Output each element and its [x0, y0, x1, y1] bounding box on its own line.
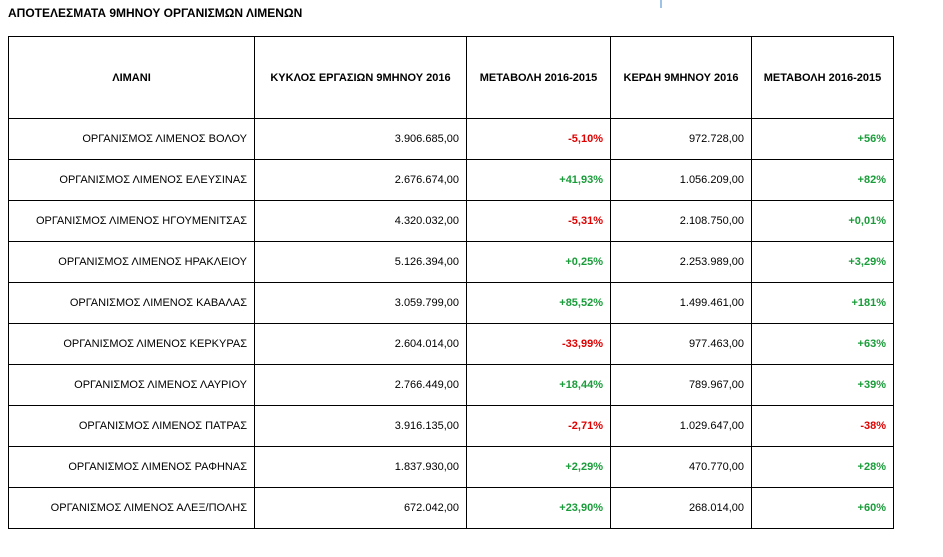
table-cell: +63% — [751, 323, 894, 365]
table-cell: +82% — [751, 159, 894, 201]
table-cell: ΟΡΓΑΝΙΣΜΟΣ ΛΙΜΕΝΟΣ ΚΑΒΑΛΑΣ — [8, 282, 255, 324]
table-cell: ΟΡΓΑΝΙΣΜΟΣ ΛΙΜΕΝΟΣ ΒΟΛΟΥ — [8, 118, 255, 160]
table-cell: -38% — [751, 405, 894, 447]
table-row: ΟΡΓΑΝΙΣΜΟΣ ΛΙΜΕΝΟΣ ΛΑΥΡΙΟΥ 2.766.449,00 +1… — [8, 364, 894, 406]
table-cell: +60% — [751, 487, 894, 529]
table-cell: 4.320.032,00 — [254, 200, 467, 242]
table-cell: ΟΡΓΑΝΙΣΜΟΣ ΛΙΜΕΝΟΣ ΕΛΕΥΣΙΝΑΣ — [8, 159, 255, 201]
table-cell: 977.463,00 — [610, 323, 752, 365]
table-cell: ΟΡΓΑΝΙΣΜΟΣ ΛΙΜΕΝΟΣ ΡΑΦΗΝΑΣ — [8, 446, 255, 488]
table-row: ΟΡΓΑΝΙΣΜΟΣ ΛΙΜΕΝΟΣ ΕΛΕΥΣΙΝΑΣ 2.676.674,00… — [8, 159, 894, 201]
table-cell: -5,31% — [466, 200, 611, 242]
table-row: ΟΡΓΑΝΙΣΜΟΣ ΛΙΜΕΝΟΣ ΚΕΡΚΥΡΑΣ 2.604.014,00-… — [8, 323, 894, 365]
table-row: ΟΡΓΑΝΙΣΜΟΣ ΛΙΜΕΝΟΣ ΡΑΦΗΝΑΣ 1.837.930,00 +2… — [8, 446, 894, 488]
table-cell: +56% — [751, 118, 894, 160]
table-cell: 2.108.750,00 — [610, 200, 752, 242]
table-row: ΟΡΓΑΝΙΣΜΟΣ ΛΙΜΕΝΟΣ ΗΡΑΚΛΕΙΟΥ 5.126.394,00… — [8, 241, 894, 283]
table-cell: 2.766.449,00 — [254, 364, 467, 406]
table-cell: +23,90% — [466, 487, 611, 529]
table-cell: -5,10% — [466, 118, 611, 160]
table-cell: 470.770,00 — [610, 446, 752, 488]
column-header: ΚΕΡΔΗ 9ΜΗΝΟΥ 2016 — [610, 36, 752, 119]
decoration — [660, 0, 662, 8]
table-cell: +28% — [751, 446, 894, 488]
table-row: ΟΡΓΑΝΙΣΜΟΣ ΛΙΜΕΝΟΣ ΚΑΒΑΛΑΣ 3.059.799,00 +8… — [8, 282, 894, 324]
table-cell: 3.059.799,00 — [254, 282, 467, 324]
title: ΑΠΟΤΕΛΕΣΜΑΤΑ 9ΜΗΝΟΥ ΟΡΓΑΝΙΣΜΩΝ ΛΙΜΕΝΩΝ — [8, 6, 303, 20]
table-cell: +85,52% — [466, 282, 611, 324]
table-cell: 2.604.014,00 — [254, 323, 467, 365]
table-cell: +0,01% — [751, 200, 894, 242]
table-cell: 2.676.674,00 — [254, 159, 467, 201]
column-header: ΛΙΜΑΝΙ — [8, 36, 255, 119]
table-cell: +0,25% — [466, 241, 611, 283]
table-row: ΟΡΓΑΝΙΣΜΟΣ ΛΙΜΕΝΟΣ ΗΓΟΥΜΕΝΙΤΣΑΣ 4.320.032… — [8, 200, 894, 242]
table-cell: ΟΡΓΑΝΙΣΜΟΣ ΛΙΜΕΝΟΣ ΗΡΑΚΛΕΙΟΥ — [8, 241, 255, 283]
table-cell: ΟΡΓΑΝΙΣΜΟΣ ΛΙΜΕΝΟΣ ΠΑΤΡΑΣ — [8, 405, 255, 447]
table-cell: +39% — [751, 364, 894, 406]
column-header: ΜΕΤΑΒΟΛΗ 2016-2015 — [466, 36, 611, 119]
column-header: ΜΕΤΑΒΟΛΗ 2016-2015 — [751, 36, 894, 119]
column-header: ΚΥΚΛΟΣ ΕΡΓΑΣΙΩΝ 9ΜΗΝΟΥ 2016 — [254, 36, 467, 119]
table-cell: +3,29% — [751, 241, 894, 283]
table-row: ΟΡΓΑΝΙΣΜΟΣ ΛΙΜΕΝΟΣ ΠΑΤΡΑΣ 3.916.135,00 -2,… — [8, 405, 894, 447]
table-cell: 1.499.461,00 — [610, 282, 752, 324]
table-cell: ΟΡΓΑΝΙΣΜΟΣ ΛΙΜΕΝΟΣ ΗΓΟΥΜΕΝΙΤΣΑΣ — [8, 200, 255, 242]
table-cell: 3.916.135,00 — [254, 405, 467, 447]
table-cell: +181% — [751, 282, 894, 324]
table-cell: +41,93% — [466, 159, 611, 201]
table-body: ΟΡΓΑΝΙΣΜΟΣ ΛΙΜΕΝΟΣ ΒΟΛΟΥ 3.906.685,00 -5,1… — [8, 118, 894, 529]
table-cell: 1.056.209,00 — [610, 159, 752, 201]
table-cell: ΟΡΓΑΝΙΣΜΟΣ ΛΙΜΕΝΟΣ ΚΕΡΚΥΡΑΣ — [8, 323, 255, 365]
table-cell: 972.728,00 — [610, 118, 752, 160]
table-cell: -33,99% — [466, 323, 611, 365]
table-cell: +18,44% — [466, 364, 611, 406]
table-cell: 5.126.394,00 — [254, 241, 467, 283]
table-row: ΟΡΓΑΝΙΣΜΟΣ ΛΙΜΕΝΟΣ ΑΛΕΞ/ΠΟΛΗΣ 672.042,00 +… — [8, 487, 894, 529]
table-cell: 672.042,00 — [254, 487, 467, 529]
table: ΛΙΜΑΝΙ ΚΥΚΛΟΣ ΕΡΓΑΣΙΩΝ 9ΜΗΝΟΥ 2016 ΜΕΤΑΒΟΛ… — [8, 36, 894, 529]
table-cell: 1.029.647,00 — [610, 405, 752, 447]
table-cell: 2.253.989,00 — [610, 241, 752, 283]
table-cell: 3.906.685,00 — [254, 118, 467, 160]
table-cell: 268.014,00 — [610, 487, 752, 529]
table-cell: ΟΡΓΑΝΙΣΜΟΣ ΛΙΜΕΝΟΣ ΛΑΥΡΙΟΥ — [8, 364, 255, 406]
table-cell: ΟΡΓΑΝΙΣΜΟΣ ΛΙΜΕΝΟΣ ΑΛΕΞ/ΠΟΛΗΣ — [8, 487, 255, 529]
table-cell: 1.837.930,00 — [254, 446, 467, 488]
table-row: ΟΡΓΑΝΙΣΜΟΣ ΛΙΜΕΝΟΣ ΒΟΛΟΥ 3.906.685,00 -5,1… — [8, 118, 894, 160]
table-cell: -2,71% — [466, 405, 611, 447]
table-cell: +2,29% — [466, 446, 611, 488]
table-cell: 789.967,00 — [610, 364, 752, 406]
header-row: ΛΙΜΑΝΙ ΚΥΚΛΟΣ ΕΡΓΑΣΙΩΝ 9ΜΗΝΟΥ 2016 ΜΕΤΑΒΟΛ… — [8, 36, 894, 119]
